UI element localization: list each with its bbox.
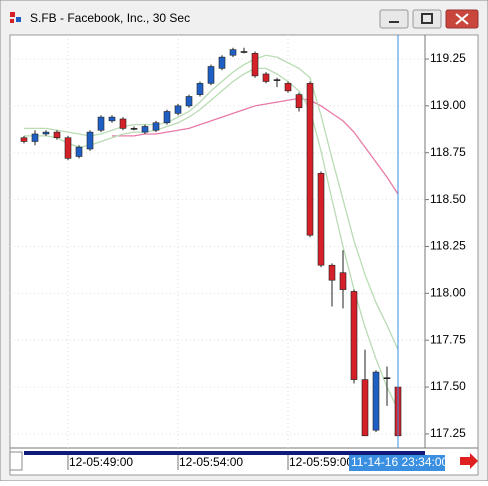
candle-body (31, 133, 39, 142)
candle-body (75, 146, 83, 157)
candle-body (295, 94, 303, 109)
candle-body (53, 131, 61, 139)
candle-body (361, 379, 369, 437)
y-tick-label: 118.50 (430, 192, 466, 206)
scrollbar[interactable] (24, 451, 425, 455)
x-tick-label: 12-05:59:00 (289, 455, 353, 469)
candle-body (64, 137, 72, 159)
app-icon (10, 19, 14, 23)
candle-body (108, 116, 116, 122)
candle-body (196, 83, 204, 95)
candle-body (383, 377, 391, 379)
minimize-button[interactable] (379, 9, 409, 29)
candle-body (251, 53, 259, 77)
candle-body (262, 73, 270, 82)
crosshair-label: 11-14-16 23:34:00 (351, 455, 449, 469)
moving-average (24, 54, 399, 350)
candle-body (42, 131, 50, 135)
candle-body (119, 118, 127, 129)
close-button[interactable] (445, 9, 479, 29)
maximize-button[interactable] (412, 9, 442, 29)
candle-body (218, 56, 226, 69)
candle-body (20, 137, 28, 142)
candle-body (130, 128, 138, 130)
moving-average (112, 97, 399, 195)
candle-body (273, 79, 281, 81)
candle-body (339, 272, 347, 290)
y-tick-label: 118.00 (430, 286, 466, 300)
candle-body (185, 96, 193, 107)
app-icon (10, 12, 15, 17)
plot: 117.25 117.50 117.75 118.00 118.25 118.50 118.… (10, 35, 466, 471)
y-tick-label: 117.75 (430, 332, 466, 346)
y-tick-label: 119.25 (430, 51, 466, 65)
y-tick-label: 118.25 (430, 239, 466, 253)
x-tick-label: 12-05:49:00 (69, 455, 133, 469)
candle-body (240, 51, 248, 53)
window-title: S.FB - Facebook, Inc., 30 Sec (30, 11, 190, 25)
candle-body (141, 126, 149, 133)
candle-body (86, 131, 94, 150)
candle-body (207, 66, 215, 84)
candle-body (350, 291, 358, 380)
y-tick-label: 119.00 (430, 98, 466, 112)
crosshair-label-box (349, 455, 445, 471)
y-tick-label: 118.75 (430, 145, 466, 159)
chart-area (9, 34, 479, 476)
x-tick-label: 12-05:54:00 (179, 455, 243, 469)
candle-body (174, 105, 182, 114)
y-tick-label: 117.25 (430, 426, 466, 440)
candle-body (317, 173, 325, 266)
scroll-right-arrow[interactable] (460, 453, 478, 469)
y-tick-label: 117.50 (430, 379, 466, 393)
app-icon (16, 17, 21, 22)
candle-body (372, 371, 380, 431)
candle-body (97, 116, 105, 131)
candle-body (306, 83, 314, 236)
candle-body (328, 264, 336, 281)
moving-average (24, 67, 399, 410)
candle-body (163, 111, 171, 124)
candle-body (284, 83, 292, 92)
scroll-left[interactable] (9, 451, 23, 471)
candle-body (152, 122, 160, 131)
candle-body (229, 49, 237, 56)
